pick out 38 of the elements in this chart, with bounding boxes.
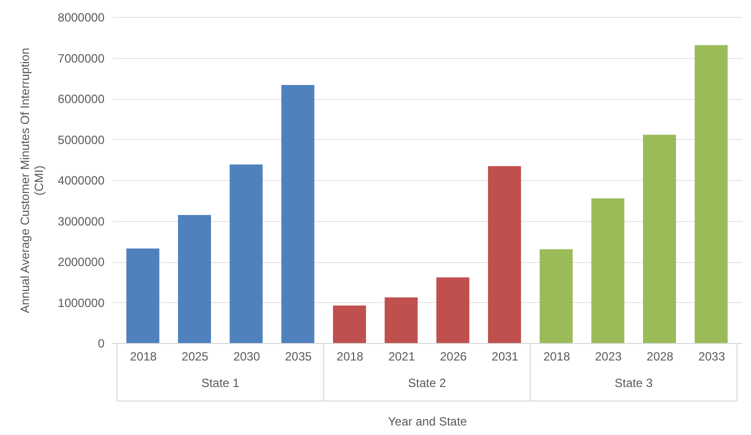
x-tick-label: 2028 <box>646 350 674 364</box>
x-tick-label: 2018 <box>336 350 364 364</box>
x-tick-label: 2035 <box>284 350 312 364</box>
bar <box>178 215 211 343</box>
y-tick-label: 5000000 <box>58 132 105 147</box>
x-tick-label: 2021 <box>388 350 416 364</box>
y-tick-label: 6000000 <box>58 92 105 106</box>
y-tick-label: 4000000 <box>58 174 105 188</box>
bar <box>591 198 624 343</box>
x-tick-label: 2033 <box>698 350 726 364</box>
y-tick-label: 0 <box>98 336 105 350</box>
y-tick-label: 1000000 <box>58 296 105 310</box>
y-tick-label: 8000000 <box>58 10 105 24</box>
text: State 2 <box>408 376 446 390</box>
x-tick-label: 2025 <box>182 350 209 364</box>
bar <box>643 134 676 343</box>
bar <box>540 249 573 343</box>
bar <box>488 166 521 343</box>
x-axis-title: Year and State <box>388 414 468 428</box>
bar <box>126 248 160 343</box>
y-tick-label: 3000000 <box>58 214 105 228</box>
y-tick-label: 2000000 <box>58 255 105 269</box>
y-tick-label: 7000000 <box>58 51 105 66</box>
bar <box>230 164 263 343</box>
x-tick-label: 2018 <box>130 350 158 364</box>
text: State 1 <box>201 376 240 390</box>
text: State 3 <box>614 376 654 390</box>
x-tick-label: 2018 <box>543 350 570 364</box>
bar <box>384 297 418 343</box>
x-tick-label: 2023 <box>594 350 622 364</box>
x-tick-label: 2030 <box>233 350 260 364</box>
bar <box>436 277 470 343</box>
y-axis-title: Annual Average Customer Minutes Of Interruption (CMI) <box>18 48 46 314</box>
x-tick-label: 2026 <box>440 350 468 364</box>
x-tick-label: 2031 <box>492 350 519 364</box>
bar <box>694 45 728 343</box>
bar <box>333 306 366 343</box>
bar <box>281 85 314 343</box>
